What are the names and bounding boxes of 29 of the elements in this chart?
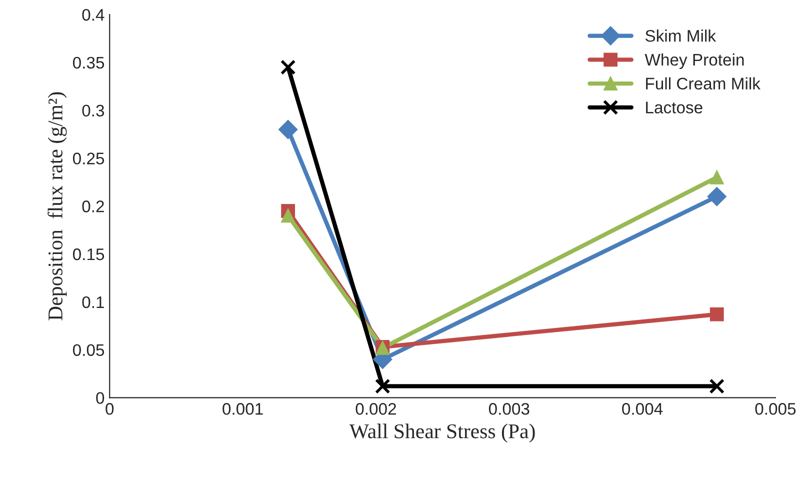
y-tick-label: 0.4 xyxy=(82,8,104,21)
y-tick-label: 0.1 xyxy=(82,296,104,308)
y-axis-title: Deposition flux rate (g/m²) xyxy=(48,92,67,320)
y-tick-label: 0.25 xyxy=(72,152,104,164)
x-tick-label: 0.005 xyxy=(755,403,796,415)
legend-label: Lactose xyxy=(646,102,702,114)
legend-label: Skim Milk xyxy=(645,30,716,42)
legend-label: Full Cream Milk xyxy=(646,77,760,90)
y-tick-label: 0.2 xyxy=(82,200,104,212)
x-tick-label: 0.004 xyxy=(622,403,663,415)
point xyxy=(710,307,724,322)
y-tick-label: 0.05 xyxy=(72,344,104,356)
point xyxy=(280,60,296,75)
x-axis-title: Wall Shear Stress (Pa) xyxy=(349,424,535,443)
point xyxy=(707,187,726,206)
y-tick-label: 0 xyxy=(96,392,104,404)
x-tick-label: 0.003 xyxy=(488,403,530,415)
point xyxy=(709,378,725,394)
legend-label: Whey Protein xyxy=(644,53,744,69)
point xyxy=(374,378,390,394)
x-tick-label: 0 xyxy=(106,403,114,415)
x-tick-label: 0.002 xyxy=(356,403,396,415)
x-tick-label: 0.001 xyxy=(222,403,263,415)
point xyxy=(710,170,724,184)
y-tick-label: 0.15 xyxy=(72,248,104,260)
point xyxy=(281,208,296,223)
y-tick-label: 0.35 xyxy=(72,56,104,69)
y-tick-label: 0.3 xyxy=(82,104,104,117)
point xyxy=(278,120,298,140)
